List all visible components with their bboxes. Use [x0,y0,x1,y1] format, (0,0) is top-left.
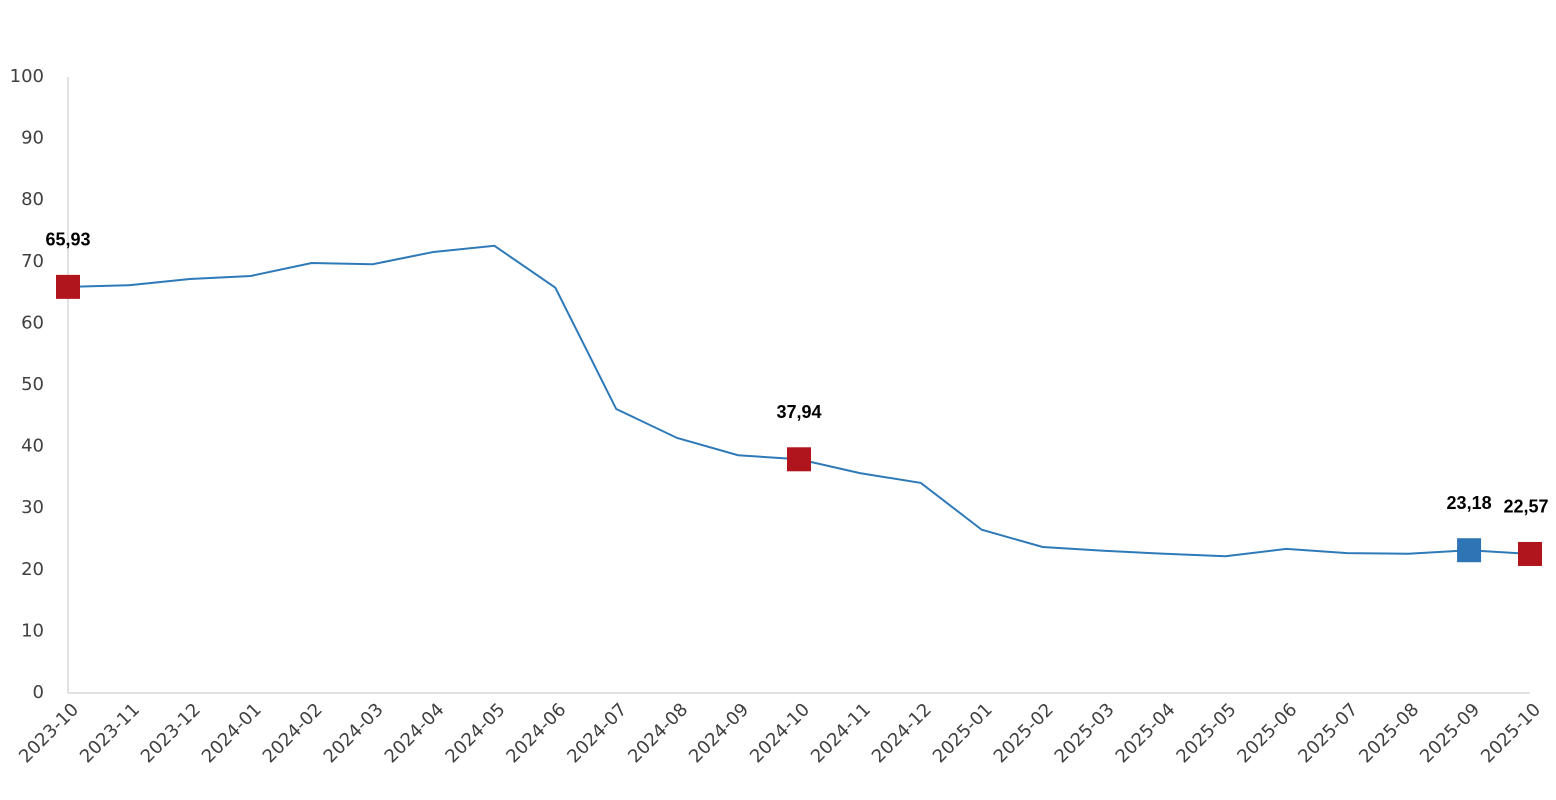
marker [1518,541,1542,566]
x-tick-label: 2025-01 [929,699,997,767]
x-tick-label: 2025-07 [1294,699,1362,767]
x-tick-label: 2025-06 [1233,699,1301,767]
x-tick-label: 2025-02 [990,699,1058,767]
y-tick-label: 20 [21,559,44,580]
x-tick-label: 2025-04 [1112,699,1180,767]
x-tick-label: 2024-11 [807,699,875,767]
x-tick-label: 2024-01 [198,699,266,767]
x-tick-label: 2024-02 [259,699,327,767]
y-tick-label: 70 [21,251,44,272]
x-tick-label: 2024-04 [381,699,449,767]
x-tick-label: 2025-08 [1355,699,1423,767]
y-tick-label: 30 [21,497,44,518]
value-label: 22,57 [1503,497,1548,517]
marker [1457,538,1482,563]
y-tick-label: 40 [21,436,44,457]
x-tick-label: 2024-03 [320,699,388,767]
x-tick-label: 2024-05 [441,699,509,767]
data-line [67,244,1531,558]
value-label: 65,93 [45,230,90,250]
x-tick-label: 2025-03 [1051,699,1119,767]
x-tick-label: 2024-07 [563,699,631,767]
x-tick-label: 2024-06 [502,699,570,767]
y-tick-label: 10 [21,620,44,641]
y-tick-label: 50 [21,374,44,395]
marker [56,274,80,299]
value-label: 23,18 [1447,493,1492,513]
x-tick-label: 2023-11 [76,699,144,767]
x-tick-label: 2024-10 [746,699,814,767]
y-tick-label: 100 [10,66,44,87]
y-tick-label: 90 [21,128,44,149]
x-tick-label: 2025-09 [1416,699,1484,767]
y-tick-label: 60 [21,312,44,333]
x-tick-label: 2025-05 [1172,699,1240,767]
x-tick-label: 2024-09 [685,699,753,767]
marker [787,447,811,472]
x-tick-label: 2024-12 [868,699,936,767]
value-label: 37,94 [776,402,821,422]
x-tick-label: 2023-12 [137,699,205,767]
y-tick-label: 80 [21,189,44,210]
x-tick-label: 2023-10 [15,699,83,767]
x-tick-label: 2025-10 [1477,699,1545,767]
x-tick-label: 2024-08 [624,699,692,767]
y-tick-label: 0 [33,682,44,703]
